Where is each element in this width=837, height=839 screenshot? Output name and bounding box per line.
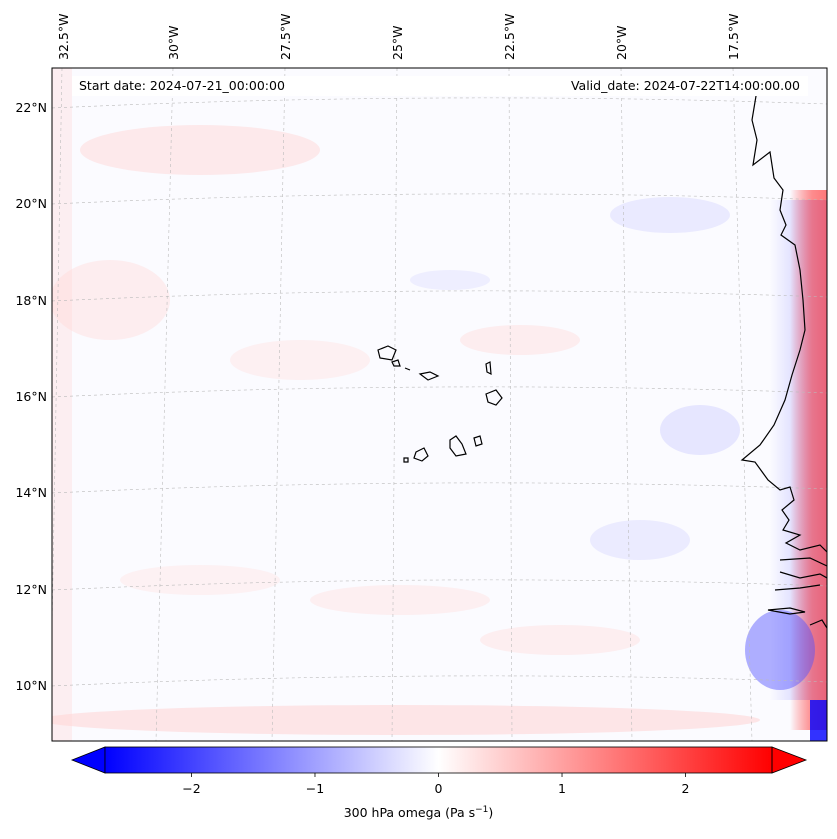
header-band: [72, 76, 808, 96]
colorbar-label-suffix: ): [488, 805, 494, 821]
colorbar-label: 300 hPa omega (Pa s−1): [0, 805, 837, 820]
colorbar-tick-label: −2: [182, 781, 200, 796]
colorbar-tick-label: −1: [306, 781, 324, 796]
lon-label: 17.5°W: [726, 14, 741, 60]
colorbar-extend-min: [70, 746, 106, 774]
colorbar-label-text: 300 hPa omega (Pa s: [343, 805, 476, 821]
lon-label: 30°W: [166, 25, 181, 60]
colorbar-ticks: −2 −1 0 1 2: [182, 773, 690, 796]
lat-label: 16°N: [15, 389, 47, 404]
start-date: Start date: 2024-07-21_00:00:00: [79, 78, 285, 93]
colorbar-body: [105, 747, 772, 773]
map-frame: [51, 67, 828, 742]
lon-label: 20°W: [614, 25, 629, 60]
lat-label: 22°N: [15, 100, 47, 115]
lon-label: 32.5°W: [56, 14, 71, 60]
lon-label: 27.5°W: [278, 14, 293, 60]
lon-label: 22.5°W: [502, 14, 517, 60]
lon-label: 25°W: [390, 25, 405, 60]
lat-label: 12°N: [15, 582, 47, 597]
lat-label: 18°N: [15, 293, 47, 308]
lat-label: 20°N: [15, 196, 47, 211]
colorbar-tick-label: 2: [682, 781, 690, 796]
lat-label: 14°N: [15, 485, 47, 500]
colorbar-extend-max: [771, 746, 808, 774]
colorbar: −2 −1 0 1 2: [70, 746, 808, 796]
valid-date: Valid_date: 2024-07-22T14:00:00.00: [570, 78, 800, 93]
lat-label: 10°N: [15, 678, 47, 693]
colorbar-label-exponent: −1: [475, 805, 489, 815]
graticule: [52, 68, 827, 741]
colorbar-tick-label: 0: [435, 781, 443, 796]
lon-labels: 32.5°W 30°W 27.5°W 25°W 22.5°W 20°W 17.5…: [56, 14, 741, 60]
omega-field: [52, 68, 827, 741]
cape-verde-islands: [377, 345, 503, 463]
coastline: [740, 89, 827, 629]
lat-labels: 22°N 20°N 18°N 16°N 14°N 12°N 10°N: [15, 100, 47, 693]
colorbar-tick-label: 1: [558, 781, 566, 796]
